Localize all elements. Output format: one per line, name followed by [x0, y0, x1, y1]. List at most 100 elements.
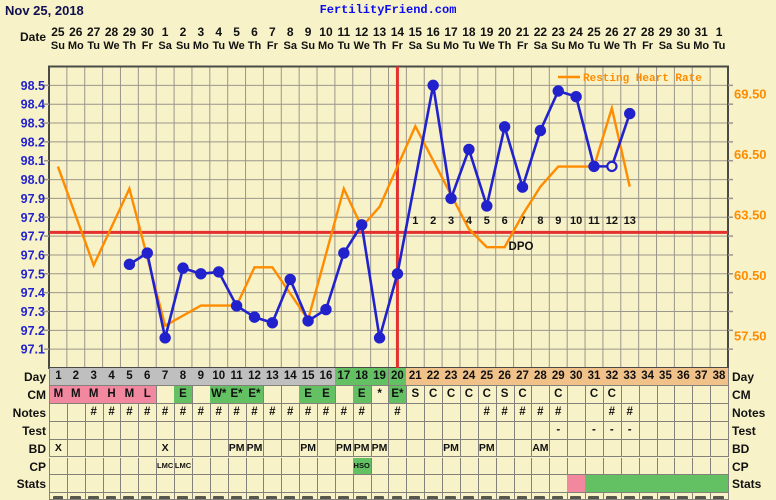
test-cell[interactable]	[567, 421, 587, 440]
cm-cell[interactable]	[263, 385, 283, 404]
notes-cell[interactable]: #	[317, 403, 336, 422]
notes-cell[interactable]: #	[84, 403, 104, 422]
temperature-point[interactable]	[159, 332, 171, 344]
stats-cell[interactable]	[388, 475, 408, 494]
bd-cell[interactable]	[317, 439, 336, 458]
cm-cell[interactable]: M	[49, 385, 68, 404]
notes-cell[interactable]: #	[620, 403, 640, 422]
bd-cell[interactable]	[102, 439, 122, 458]
test-cell[interactable]	[174, 421, 193, 440]
cm-cell[interactable]: C	[513, 385, 533, 404]
cp-cell[interactable]	[692, 457, 712, 476]
cm-cell[interactable]: C	[549, 385, 569, 404]
day-cell[interactable]: 33	[620, 368, 640, 386]
bd-cell[interactable]: PM	[477, 439, 497, 458]
cm-cell[interactable]: C	[424, 385, 444, 404]
stats-cell[interactable]	[49, 475, 68, 494]
bd-cell[interactable]: PM	[299, 439, 319, 458]
cm-cell[interactable]	[638, 385, 658, 404]
notes-cell[interactable]: #	[281, 403, 301, 422]
temperature-point[interactable]	[177, 262, 189, 274]
temperature-point[interactable]	[427, 79, 439, 92]
bd-cell[interactable]	[692, 439, 712, 458]
cp-cell[interactable]	[245, 457, 265, 476]
cp-cell[interactable]	[263, 457, 283, 476]
test-cell[interactable]	[710, 421, 729, 440]
day-cell[interactable]: 34	[638, 368, 658, 386]
day-cell[interactable]: 29	[549, 368, 569, 386]
bd-cell[interactable]: X	[156, 439, 176, 458]
cp-cell[interactable]	[638, 457, 658, 476]
cp-cell[interactable]	[317, 457, 336, 476]
bd-cell[interactable]	[710, 439, 729, 458]
test-cell[interactable]: -	[585, 421, 604, 440]
cm-cell[interactable]	[710, 385, 729, 404]
stats-cell[interactable]	[674, 475, 694, 494]
temperature-point[interactable]	[320, 303, 332, 316]
stats-cell[interactable]	[317, 475, 336, 494]
bd-cell[interactable]	[138, 439, 158, 458]
day-cell[interactable]: 1	[49, 368, 68, 386]
notes-cell[interactable]	[424, 403, 444, 422]
bd-cell[interactable]	[513, 439, 533, 458]
stats-cell[interactable]	[442, 475, 461, 494]
day-cell[interactable]: 2	[66, 368, 86, 386]
temperature-point[interactable]	[284, 273, 296, 286]
cp-cell[interactable]	[674, 457, 694, 476]
day-cell[interactable]: 28	[531, 368, 551, 386]
bd-cell[interactable]	[656, 439, 676, 458]
temperature-point[interactable]	[195, 268, 207, 280]
cp-cell[interactable]	[66, 457, 86, 476]
cm-cell[interactable]: E	[299, 385, 319, 404]
cm-cell[interactable]: E*	[245, 385, 265, 404]
test-cell[interactable]	[281, 421, 301, 440]
notes-cell[interactable]: #	[477, 403, 497, 422]
cm-cell[interactable]: E	[317, 385, 336, 404]
temperature-point[interactable]	[498, 121, 511, 133]
notes-cell[interactable]	[49, 403, 68, 422]
test-cell[interactable]	[656, 421, 676, 440]
temperature-point[interactable]	[552, 85, 564, 97]
cm-cell[interactable]	[531, 385, 551, 404]
temperature-point-open[interactable]	[606, 160, 618, 173]
stats-cell[interactable]	[370, 475, 390, 494]
cm-cell[interactable]: E*	[227, 385, 247, 404]
stats-cell[interactable]	[656, 475, 676, 494]
day-cell[interactable]: 37	[692, 368, 712, 386]
stats-cell[interactable]	[191, 475, 211, 494]
day-cell[interactable]: 21	[406, 368, 426, 386]
cm-cell[interactable]: H	[102, 385, 122, 404]
day-cell[interactable]: 30	[567, 368, 587, 386]
cp-cell[interactable]	[495, 457, 515, 476]
test-cell[interactable]	[120, 421, 140, 440]
cp-cell[interactable]	[585, 457, 604, 476]
test-cell[interactable]	[84, 421, 104, 440]
cp-cell[interactable]	[513, 457, 533, 476]
cp-cell[interactable]	[477, 457, 497, 476]
notes-cell[interactable]: #	[513, 403, 533, 422]
notes-cell[interactable]: #	[299, 403, 319, 422]
temperature-point[interactable]	[373, 332, 386, 344]
bd-cell[interactable]	[209, 439, 229, 458]
temperature-point[interactable]	[123, 258, 136, 271]
cm-cell[interactable]: S	[406, 385, 426, 404]
day-cell[interactable]: 9	[191, 368, 211, 386]
day-cell[interactable]: 25	[477, 368, 497, 386]
day-cell[interactable]: 3	[84, 368, 104, 386]
bd-cell[interactable]: PM	[245, 439, 265, 458]
notes-cell[interactable]	[638, 403, 658, 422]
cp-cell[interactable]: HSO	[352, 457, 372, 476]
bd-cell[interactable]	[263, 439, 283, 458]
test-cell[interactable]	[156, 421, 176, 440]
bd-cell[interactable]	[549, 439, 569, 458]
cp-cell[interactable]	[138, 457, 158, 476]
notes-cell[interactable]: #	[352, 403, 372, 422]
test-cell[interactable]	[352, 421, 372, 440]
temperature-point[interactable]	[463, 143, 475, 156]
test-cell[interactable]	[209, 421, 229, 440]
cm-cell[interactable]: E	[352, 385, 372, 404]
stats-cell[interactable]	[495, 475, 515, 494]
cm-cell[interactable]: C	[459, 385, 479, 404]
stats-cell[interactable]	[209, 475, 229, 494]
notes-cell[interactable]: #	[602, 403, 622, 422]
